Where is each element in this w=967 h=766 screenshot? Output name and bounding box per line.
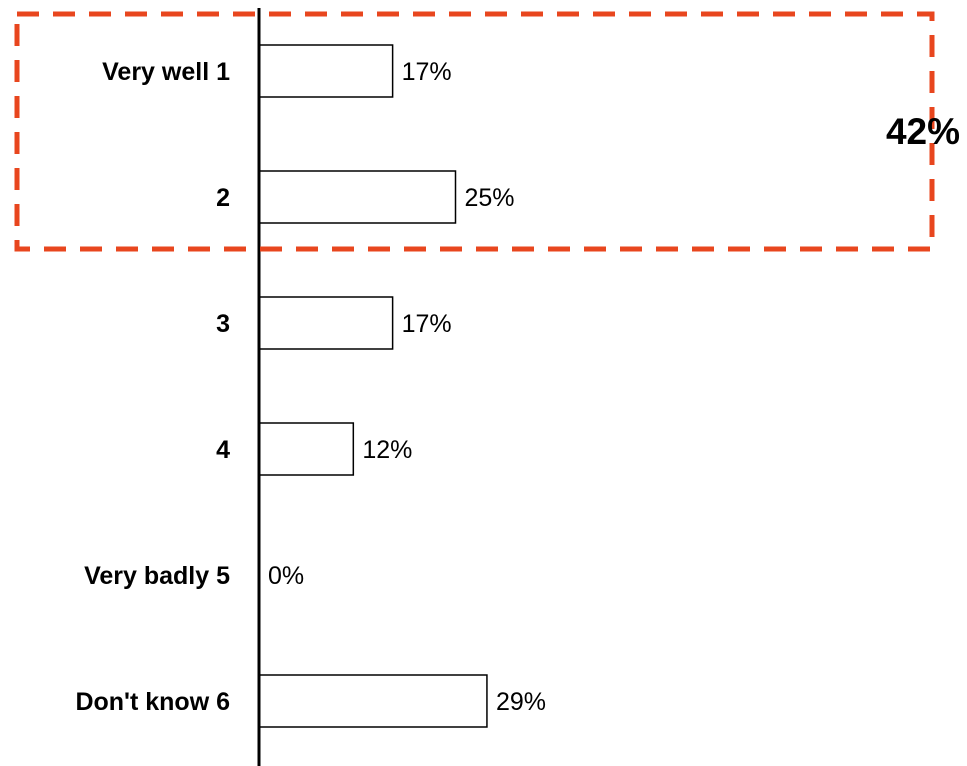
value-label: 25% [465, 184, 515, 212]
value-label: 17% [402, 58, 452, 86]
value-label: 17% [402, 310, 452, 338]
value-label: 12% [362, 436, 412, 464]
category-label: 3 [216, 310, 230, 338]
value-label: 29% [496, 688, 546, 716]
bar [258, 296, 394, 350]
category-label: Very badly 5 [84, 562, 230, 590]
highlight-total-label: 42% [886, 111, 960, 152]
category-label: 4 [216, 436, 230, 464]
bar [258, 44, 394, 98]
category-label: Very well 1 [102, 58, 230, 86]
category-label: 2 [216, 184, 230, 212]
bar [258, 422, 355, 476]
category-label: Don't know 6 [75, 688, 230, 716]
bars-layer [258, 44, 488, 728]
highlight-box [14, 11, 935, 252]
labels-layer: Very well 1 17% 2 25% 3 17% 4 12% Very badly 5 0%… [75, 58, 546, 716]
value-label: 0% [268, 562, 304, 590]
bar [258, 674, 488, 728]
bar [258, 170, 457, 224]
